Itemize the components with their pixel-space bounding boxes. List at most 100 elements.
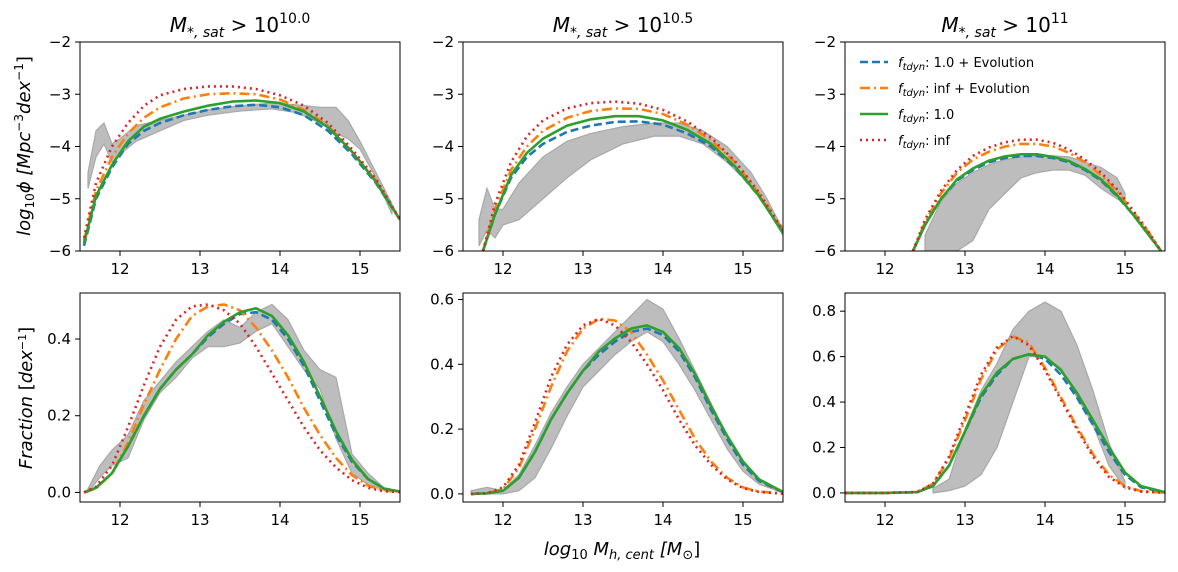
y-tick-label: −3	[814, 85, 836, 103]
axes-frame	[844, 292, 1166, 503]
scatter-band	[932, 301, 1126, 494]
x-tick-label: 14	[1035, 260, 1054, 278]
y-tick-label: 0.4	[47, 330, 71, 348]
legend: ftdyn: 1.0 + Evolution ftdyn: inf + Evolu…	[860, 56, 1034, 151]
x-tick-label: 14	[270, 511, 289, 529]
series-line-2	[470, 317, 783, 496]
legend-label: ftdyn: inf	[898, 134, 950, 151]
series-line-2	[911, 142, 1163, 251]
panel-title: M*, sat > 1010.0	[170, 11, 311, 41]
legend-item-3: ftdyn: 1.0	[860, 108, 954, 125]
legend-item-2: ftdyn: inf + Evolution	[860, 82, 1030, 99]
x-tick-label: 12	[110, 511, 129, 529]
panel-bottom-right: 12 13 14 15 0.0 0.2 0.4 0.6 0.8	[812, 292, 1166, 529]
y-tick-label: −2	[49, 33, 71, 51]
y-tick-label: 0.4	[812, 393, 836, 411]
scatter-band	[478, 122, 783, 247]
y-tick-label: −3	[49, 85, 71, 103]
y-tick-label: 0.2	[430, 420, 454, 438]
plot-area	[82, 85, 400, 247]
plot-area	[911, 138, 1163, 251]
plot-area	[845, 301, 1165, 495]
y-tick-label: −5	[432, 190, 454, 208]
x-tick-label: 13	[190, 511, 209, 529]
plot-area	[470, 298, 783, 496]
x-tick-label: 15	[733, 511, 752, 529]
series-line-3	[845, 353, 1165, 495]
panel-bottom-middle: 12 13 14 15 0.0 0.2 0.4 0.6	[430, 290, 784, 529]
series-line-3	[83, 307, 400, 494]
series-line-3	[470, 324, 783, 496]
y-tick-label: −4	[814, 138, 836, 156]
panel-top-right: 12 13 14 15 −6 −5 −4 −3 −2 M*, sat > 1011	[814, 11, 1166, 278]
series-line-3	[911, 153, 1163, 251]
axes-frame	[462, 292, 784, 503]
x-tick-label: 13	[955, 260, 974, 278]
y-tick-label: −4	[49, 138, 71, 156]
legend-label: ftdyn: inf + Evolution	[898, 82, 1030, 99]
y-tick-label: −4	[432, 138, 454, 156]
y-axis-label-top: log10ϕ [Mpc−3dex−1]	[12, 56, 37, 236]
x-tick-label: 15	[1115, 260, 1134, 278]
y-tick-label: 0.6	[812, 348, 836, 366]
series-line-4	[82, 85, 400, 239]
y-tick-label: 0.0	[47, 483, 71, 501]
panel-title: M*, sat > 1011	[941, 11, 1068, 41]
x-tick-label: 12	[493, 511, 512, 529]
x-tick-label: 14	[1035, 511, 1054, 529]
x-tick-label: 15	[350, 511, 369, 529]
plot-area	[478, 100, 783, 251]
y-tick-label: −2	[432, 33, 454, 51]
x-tick-label: 12	[875, 511, 894, 529]
series-line-2	[481, 107, 783, 251]
legend-label: ftdyn: 1.0	[898, 108, 954, 125]
series-line-1	[470, 327, 783, 496]
y-tick-label: −3	[432, 85, 454, 103]
legend-item-4: ftdyn: inf	[860, 134, 950, 151]
series-line-4	[911, 138, 1163, 251]
y-tick-label: 0.0	[812, 484, 836, 502]
legend-label: ftdyn: 1.0 + Evolution	[898, 56, 1034, 73]
legend-item-1: ftdyn: 1.0 + Evolution	[860, 56, 1034, 73]
x-axis-label: log10 Mh, cent [M⊙]	[544, 539, 701, 563]
y-tick-label: −6	[49, 242, 71, 260]
x-tick-label: 13	[573, 511, 592, 529]
y-tick-label: 0.2	[47, 407, 71, 425]
series-line-3	[481, 114, 783, 251]
panel-top-middle: 12 13 14 15 −6 −5 −4 −3 −2 M*, sat > 1010.5	[432, 11, 784, 278]
x-tick-label: 15	[1115, 511, 1134, 529]
series-line-2	[845, 334, 1165, 495]
plot-area	[83, 303, 400, 495]
panels: 12 13 14 15 −6 −5 −4 −3 −2 M*, sat > 1010.0 12 13 14…	[47, 11, 1166, 529]
y-tick-label: 0.2	[812, 438, 836, 456]
series-line-2	[82, 91, 400, 241]
series-line-1	[481, 120, 783, 251]
y-tick-label: 0.8	[812, 302, 836, 320]
scatter-band	[87, 303, 400, 495]
x-tick-label: 14	[653, 260, 672, 278]
scatter-band	[87, 102, 393, 215]
x-tick-label: 12	[493, 260, 512, 278]
panel-bottom-left: 12 13 14 15 0.0 0.2 0.4	[47, 292, 401, 529]
x-tick-label: 13	[190, 260, 209, 278]
series-line-3	[82, 99, 400, 244]
y-tick-label: −5	[49, 190, 71, 208]
axes-frame	[79, 292, 401, 503]
panel-title: M*, sat > 1010.5	[553, 11, 694, 41]
y-tick-label: −2	[814, 33, 836, 51]
y-tick-label: −5	[814, 190, 836, 208]
series-line-4	[83, 303, 400, 494]
y-axis-label-bottom: Fraction [dex−1]	[16, 327, 37, 469]
y-tick-label: 0.4	[430, 355, 454, 373]
scatter-band	[470, 298, 783, 495]
series-line-4	[481, 100, 783, 251]
x-tick-label: 14	[270, 260, 289, 278]
series-line-1	[82, 103, 400, 247]
panel-top-left: 12 13 14 15 −6 −5 −4 −3 −2 M*, sat > 1010.0	[49, 11, 401, 278]
x-tick-label: 14	[653, 511, 672, 529]
x-tick-label: 15	[350, 260, 369, 278]
y-tick-label: −6	[432, 242, 454, 260]
y-tick-label: −6	[814, 242, 836, 260]
x-tick-label: 15	[733, 260, 752, 278]
